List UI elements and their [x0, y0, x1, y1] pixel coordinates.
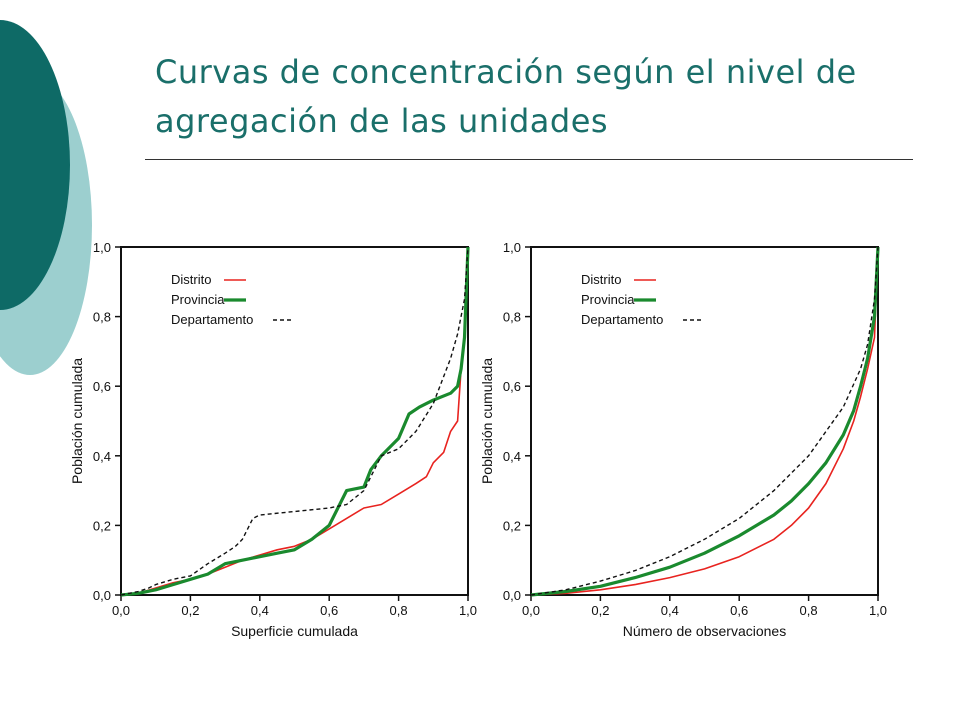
- y-tick-label: 0,8: [93, 310, 111, 325]
- slide-title-line1: Curvas de concentración según el nivel d…: [155, 53, 857, 91]
- y-tick-label: 0,8: [503, 310, 521, 325]
- y-tick-label: 0,6: [503, 379, 521, 394]
- y-tick-label: 1,0: [503, 240, 521, 255]
- y-tick-label: 0,4: [503, 449, 521, 464]
- y-tick-label: 0,4: [93, 449, 111, 464]
- slide-title: Curvas de concentración según el nivel d…: [155, 48, 925, 146]
- slide-decoration: [0, 20, 92, 375]
- slide-title-line2: agregación de las unidades: [155, 102, 609, 140]
- x-tick-label: 1,0: [869, 603, 887, 618]
- x-tick-label: 0,4: [661, 603, 679, 618]
- y-axis-label: Población cumulada: [72, 358, 85, 484]
- y-tick-label: 1,0: [93, 240, 111, 255]
- legend-label: Distrito: [581, 272, 621, 287]
- x-tick-label: 0,0: [112, 603, 130, 618]
- decor-circle-dark: [0, 20, 70, 310]
- x-tick-label: 1,0: [459, 603, 477, 618]
- x-tick-label: 0,8: [800, 603, 818, 618]
- series-line-provincia: [120, 246, 470, 597]
- legend-label: Departamento: [171, 312, 253, 327]
- y-tick-label: 0,2: [93, 518, 111, 533]
- legend-label: Distrito: [171, 272, 211, 287]
- x-axis-label: Superficie cumulada: [231, 623, 358, 639]
- y-tick-label: 0,6: [93, 379, 111, 394]
- plot-frame: [120, 246, 469, 596]
- x-tick-label: 0,6: [320, 603, 338, 618]
- chart-left: 0,00,0 0,2 0,2 0,4 0,4 0,6 0,6 0,8 0,8 1,0 1,0 Supe…: [72, 240, 477, 639]
- series-line-provincia: [530, 246, 880, 597]
- legend-label: Provincia: [171, 292, 225, 307]
- x-tick-label: 0,0: [522, 603, 540, 618]
- chart-right: 0,00,0 0,2 0,2 0,4 0,4 0,6 0,6 0,8 0,8 1,0 1,0 Núme…: [479, 240, 887, 639]
- title-divider: [145, 159, 913, 160]
- y-axis-label: Población cumulada: [479, 358, 495, 484]
- y-tick-label: 0,2: [503, 518, 521, 533]
- series-line-departamento: [530, 246, 879, 596]
- legend-label: Provincia: [581, 292, 635, 307]
- plot-frame: [530, 246, 879, 596]
- x-tick-label: 0,2: [591, 603, 609, 618]
- x-tick-label: 0,4: [251, 603, 269, 618]
- legend-label: Departamento: [581, 312, 663, 327]
- y-tick-label: 0,0: [93, 588, 111, 603]
- series-line-distrito: [530, 246, 879, 596]
- y-tick-label: 0,0: [503, 588, 521, 603]
- x-tick-label: 0,6: [730, 603, 748, 618]
- x-tick-label: 0,2: [181, 603, 199, 618]
- x-axis-label: Número de observaciones: [623, 623, 786, 639]
- x-tick-label: 0,8: [390, 603, 408, 618]
